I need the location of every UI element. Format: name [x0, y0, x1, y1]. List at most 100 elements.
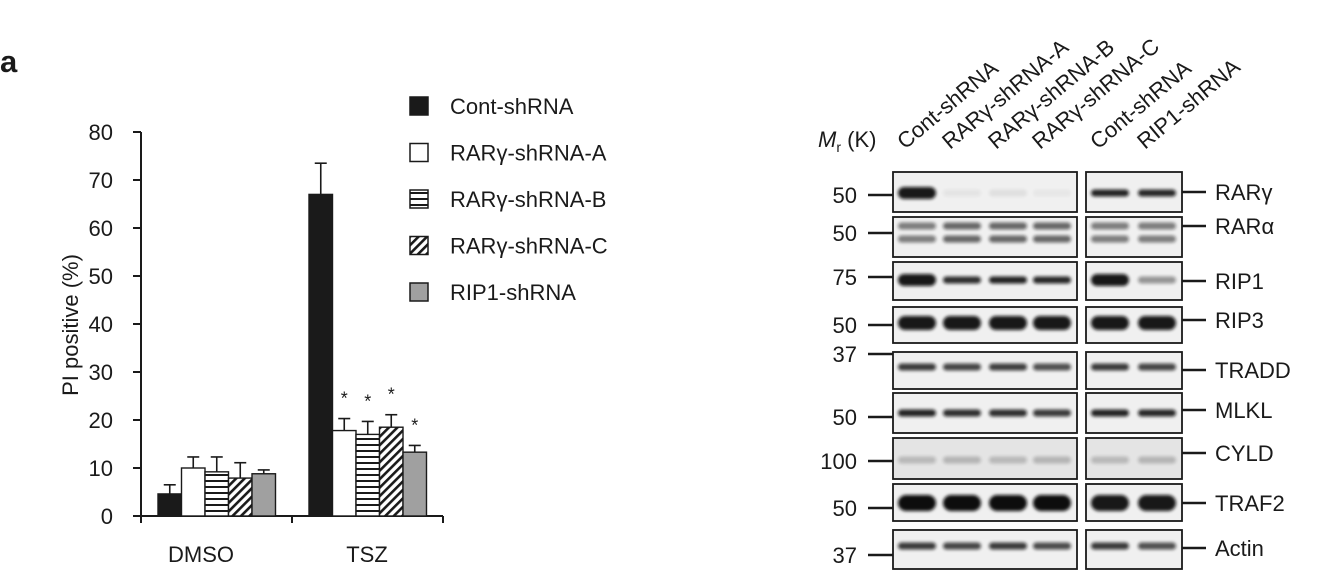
blot-band [1138, 276, 1176, 284]
protein-label: CYLD [1215, 441, 1274, 466]
marker-label: 50 [833, 313, 857, 338]
blot-band [1138, 189, 1176, 197]
blot-band [1091, 274, 1129, 286]
legend-swatch [409, 235, 429, 256]
y-tick-label: 40 [89, 312, 113, 337]
blot-band [1091, 409, 1129, 417]
significance-marker: * [411, 415, 418, 435]
blot-band [989, 495, 1027, 511]
blot-band [943, 235, 981, 243]
marker-label: 37 [833, 543, 857, 568]
blot-band [1033, 456, 1071, 464]
blot-band [898, 316, 936, 330]
blot-band [1138, 316, 1176, 330]
x-category-label: TSZ [346, 542, 388, 567]
y-tick-label: 0 [101, 504, 113, 529]
blot-band [1138, 409, 1176, 417]
blot-band [1033, 542, 1071, 550]
blot-band [1091, 456, 1129, 464]
y-tick-label: 50 [89, 264, 113, 289]
blot-band [943, 495, 981, 511]
blot-band [1138, 222, 1176, 230]
blot-band [1138, 363, 1176, 371]
legend-swatch [409, 142, 429, 163]
bar [331, 429, 357, 517]
legend-label: RARγ-shRNA-B [450, 187, 606, 212]
y-axis-label: PI positive (%) [58, 254, 83, 396]
legend-label: Cont-shRNA [450, 94, 574, 119]
legend-label: RARγ-shRNA-C [450, 234, 608, 259]
blot-band [898, 235, 936, 243]
panel-label: a [0, 44, 18, 79]
blot-band [1033, 495, 1071, 511]
blot-band [1033, 409, 1071, 417]
bar [308, 193, 334, 517]
mr-m: M [818, 127, 837, 152]
bar [157, 493, 183, 517]
legend-label: RARγ-shRNA-A [450, 141, 607, 166]
significance-marker: * [388, 385, 395, 405]
blot-band [898, 409, 936, 417]
marker-label: 100 [820, 449, 857, 474]
bar [227, 477, 253, 517]
marker-label: 50 [833, 221, 857, 246]
blot-band [898, 363, 936, 371]
legend-label: RIP1-shRNA [450, 280, 576, 305]
blot-band [898, 495, 936, 511]
y-tick-label: 60 [89, 216, 113, 241]
blot-band [898, 274, 936, 286]
blot-band [989, 235, 1027, 243]
mr-label: Mr (K) [818, 127, 876, 155]
blot-band [1138, 456, 1176, 464]
legend-swatch [409, 96, 429, 116]
protein-label: MLKL [1215, 398, 1272, 423]
blot-band [1138, 235, 1176, 243]
blot-band [943, 316, 981, 330]
mr-sub: r [836, 139, 841, 155]
significance-marker: * [341, 389, 348, 409]
marker-label: 37 [833, 342, 857, 367]
western-blot: Mr (K) Cont-shRNARARγ-shRNA-ARARγ-shRNA-B… [818, 33, 1291, 570]
protein-label: TRAF2 [1215, 491, 1285, 516]
marker-label: 50 [833, 183, 857, 208]
blot-band [989, 363, 1027, 371]
y-tick-label: 80 [89, 120, 113, 145]
blot-band [898, 456, 936, 464]
blot-band [1091, 189, 1129, 197]
blot-band [898, 187, 936, 199]
blot-band [1033, 235, 1071, 243]
blot-band [943, 456, 981, 464]
blot-band [1091, 222, 1129, 230]
blot-band [943, 276, 981, 284]
protein-label: Actin [1215, 536, 1264, 561]
legend-swatch [409, 282, 429, 302]
blot-band [989, 316, 1027, 330]
blot-band [1091, 235, 1129, 243]
significance-marker: * [364, 391, 371, 411]
blot-band [1033, 276, 1071, 284]
blot-band [1033, 363, 1071, 371]
bar [378, 426, 404, 517]
y-tick-label: 30 [89, 360, 113, 385]
blot-band [989, 456, 1027, 464]
marker-label: 50 [833, 496, 857, 521]
mr-unit: (K) [841, 127, 876, 152]
legend-swatch [409, 189, 429, 209]
marker-label: 50 [833, 405, 857, 430]
protein-label: RIP3 [1215, 308, 1264, 333]
blot-band [943, 542, 981, 550]
bar [402, 451, 428, 517]
blot-band [1138, 542, 1176, 550]
blot-band [1091, 363, 1129, 371]
y-tick-label: 10 [89, 456, 113, 481]
bar [355, 433, 381, 517]
bar [180, 467, 206, 517]
y-tick-label: 70 [89, 168, 113, 193]
blot-band [1091, 316, 1129, 330]
marker-label: 75 [833, 265, 857, 290]
blot-band [898, 542, 936, 550]
bar [251, 473, 277, 517]
blot-band [989, 189, 1027, 197]
bar-chart: 0 10 20 30 40 50 60 70 80 PI positive (%) DMSO TSZ C… [58, 94, 608, 567]
